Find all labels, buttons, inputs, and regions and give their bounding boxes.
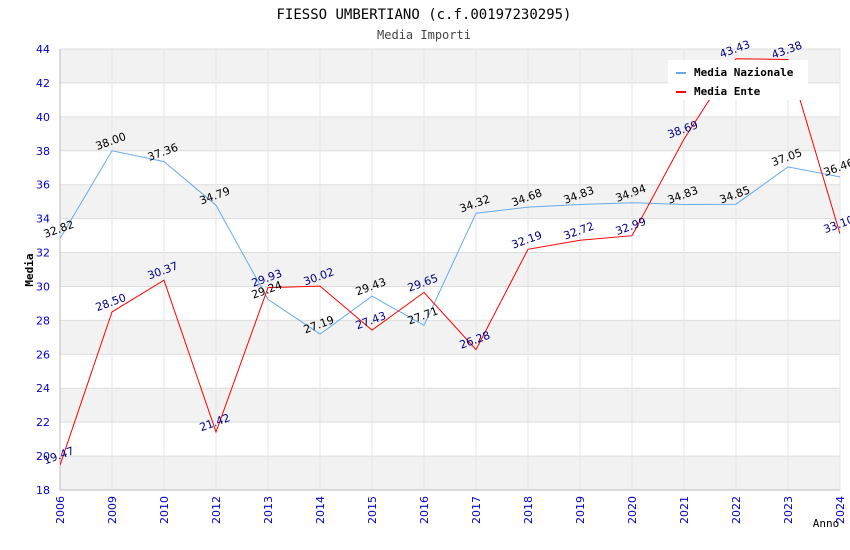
grid-band (60, 456, 840, 490)
y-tick-labels: 18 20 22 24 26 28 30 32 34 36 38 40 42 44 (36, 43, 50, 497)
x-tick-label: 2019 (574, 496, 587, 524)
x-tick-labels: 2006 2009 2010 2012 2013 2014 2015 2016 2017 2018… (54, 496, 847, 524)
y-tick-label: 18 (36, 484, 50, 497)
x-tick-label: 2006 (54, 496, 67, 524)
grid-band (60, 354, 840, 389)
x-tick-label: 2024 (834, 496, 847, 524)
y-tick-label: 42 (36, 77, 50, 90)
x-tick-label: 2009 (106, 496, 119, 524)
y-tick-label: 36 (36, 179, 50, 192)
x-tick-label: 2013 (262, 496, 275, 524)
y-tick-label: 38 (36, 145, 50, 158)
x-tick-label: 2022 (730, 496, 743, 524)
grid-lines (59, 48, 841, 491)
x-tick-label: 2016 (418, 496, 431, 524)
axes (59, 49, 840, 491)
grid-band (60, 422, 840, 457)
legend-label-ente: Media Ente (694, 85, 761, 98)
series-line-media-nazionale (60, 150, 840, 335)
grid-band (60, 388, 840, 423)
x-tick-label: 2017 (470, 496, 483, 524)
grid-band (60, 218, 840, 253)
y-tick-label: 26 (36, 348, 50, 361)
grid-band (60, 320, 840, 355)
chart-title: FIESSO UMBERTIANO (c.f.00197230295) (276, 7, 571, 23)
x-tick-label: 2014 (314, 496, 327, 524)
x-tick-label: 2015 (366, 496, 379, 524)
x-tick-label: 2010 (158, 496, 171, 524)
y-tick-label: 28 (36, 314, 50, 327)
y-axis-label: Media (23, 253, 36, 286)
y-tick-label: 40 (36, 111, 50, 124)
x-tick-label: 2012 (210, 496, 223, 524)
y-tick-label: 34 (36, 213, 50, 226)
x-tick-label: 2018 (522, 496, 535, 524)
y-tick-label: 32 (36, 247, 50, 260)
legend: Media Nazionale Media Ente (668, 60, 808, 100)
y-tick-label: 24 (36, 382, 50, 395)
y-tick-label: 30 (36, 280, 50, 293)
chart-subtitle: Media Importi (377, 28, 471, 42)
y-tick-label: 22 (36, 416, 50, 429)
x-tick-label: 2021 (678, 496, 691, 524)
grid-band (60, 286, 840, 321)
y-tick-label: 44 (36, 43, 50, 56)
y-tick-label: 20 (36, 450, 50, 463)
grid-band (60, 184, 840, 219)
x-tick-label: 2023 (782, 496, 795, 524)
x-axis-label: Anno (813, 517, 840, 530)
grid-band (60, 150, 840, 185)
legend-box (668, 60, 808, 100)
x-tick-label: 2020 (626, 496, 639, 524)
legend-label-nazionale: Media Nazionale (694, 66, 794, 79)
grid-band (60, 116, 840, 151)
